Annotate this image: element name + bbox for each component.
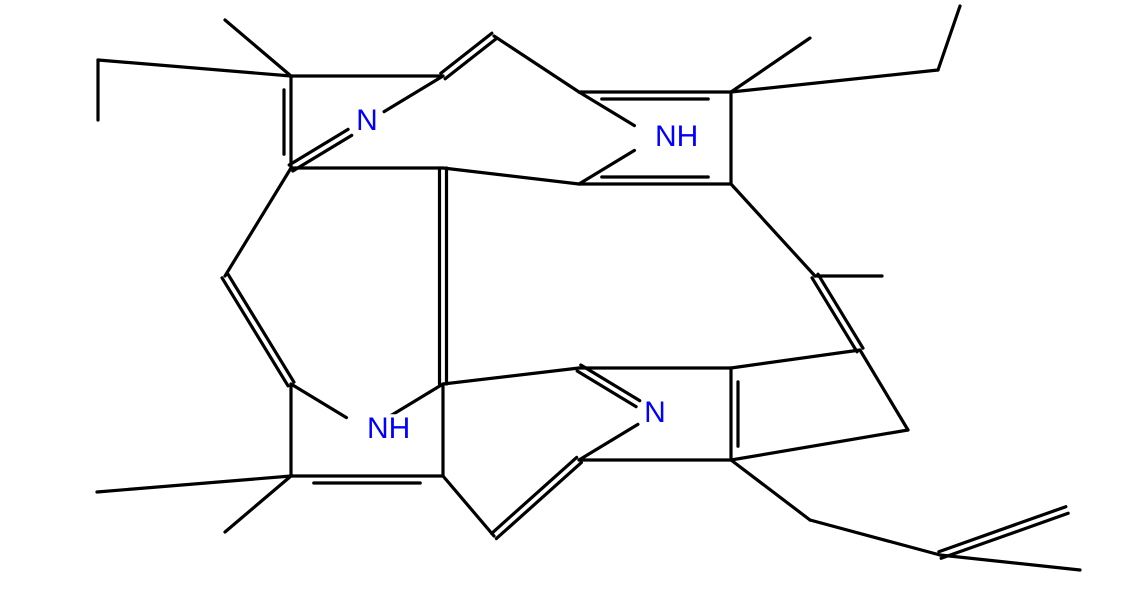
bond	[293, 135, 352, 171]
bond	[577, 371, 636, 407]
bond	[818, 274, 863, 348]
bond	[443, 168, 579, 184]
bond	[939, 507, 1066, 552]
bond	[810, 520, 940, 555]
bond	[492, 457, 577, 533]
bond	[940, 555, 1080, 570]
bond	[731, 350, 860, 368]
bond	[579, 92, 634, 126]
atom-label-n1: N	[356, 104, 378, 137]
bond	[225, 476, 291, 532]
bond	[98, 60, 291, 76]
bond	[291, 384, 346, 418]
bond	[441, 33, 492, 73]
molecule-diagram: N NH NH N	[0, 0, 1146, 599]
bond	[443, 476, 494, 536]
bond	[496, 463, 581, 539]
bond	[443, 368, 579, 384]
atom-label-n3: NH	[367, 412, 410, 445]
bond	[222, 278, 288, 386]
bond	[579, 424, 638, 460]
bond	[731, 430, 908, 460]
bond	[225, 168, 291, 276]
bond	[938, 6, 960, 70]
bonds-layer	[97, 6, 1080, 570]
bond	[494, 36, 579, 92]
atom-label-n2: NH	[655, 120, 698, 153]
labels-layer: N NH NH N	[356, 104, 698, 446]
bond	[860, 350, 908, 430]
bond	[228, 274, 294, 382]
bond	[579, 150, 634, 184]
bond	[445, 39, 496, 79]
atom-label-n4: N	[644, 396, 666, 429]
bond	[225, 20, 291, 76]
bond	[731, 460, 810, 520]
bond	[384, 76, 443, 112]
bond	[97, 476, 291, 492]
bond	[731, 184, 815, 276]
bond	[941, 513, 1068, 558]
bond	[731, 70, 938, 92]
bond	[289, 129, 348, 165]
bond	[581, 365, 640, 401]
bond	[812, 278, 857, 352]
